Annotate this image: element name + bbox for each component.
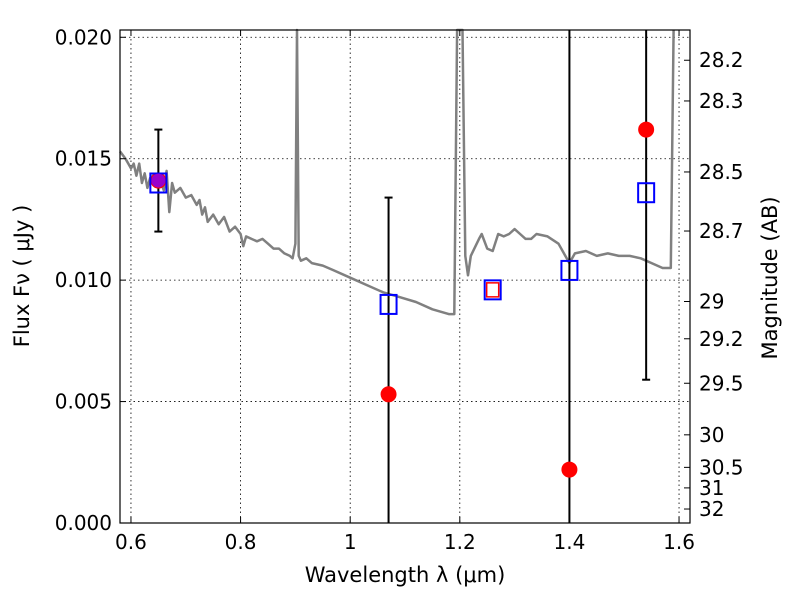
y-axis-label: Flux Fν ( μJy ) [10,205,34,348]
mag-tick-label: 29.5 [699,371,744,395]
x-tick-label: 1.2 [444,530,476,554]
data-point-square [483,279,502,301]
mag-tick-label: 28.2 [699,48,744,72]
mag-tick-label: 32 [699,497,724,521]
mag-tick-label: 29.2 [699,327,744,351]
x-tick-label: 1 [344,530,357,554]
x-tick-label: 0.6 [115,530,147,554]
model-spectrum [119,28,675,316]
plot-frame [119,29,691,524]
data-point-square [379,293,398,315]
data-point-overlap [151,173,166,188]
y-tick-label: 0.000 [55,511,112,535]
data-point-square-inner [485,282,500,298]
data-point-circle [380,386,397,403]
mag-tick-label: 28.5 [699,160,744,184]
data-point-square [560,259,579,281]
x-tick-label: 1.4 [554,530,586,554]
y-tick-label: 0.015 [55,147,112,171]
mag-tick-label: 30.5 [699,455,744,479]
mag-tick-label: 31 [699,476,724,500]
y-tick-label: 0.020 [55,25,112,49]
x-tick-label: 1.6 [663,530,695,554]
data-point-circle [561,461,578,478]
mag-tick-label: 28.7 [699,219,744,243]
y-axis-label-right: Magnitude (AB) [758,196,782,359]
x-axis-label: Wavelength λ (μm) [305,563,506,587]
data-markers [149,121,656,478]
spectrum-line [119,28,675,316]
y-tick-label: 0.010 [55,268,112,292]
data-point-circle [638,121,655,138]
axis-ticks: 0.6 0.8 1 1.2 1.4 1.6 0.000 0.005 0.010 0.015 0.02… [55,25,744,554]
data-point-square [637,182,656,204]
mag-tick-label: 28.3 [699,89,744,113]
mag-tick-label: 30 [699,423,724,447]
x-tick-label: 0.8 [225,530,257,554]
grid-lines [120,30,690,524]
data-point-square [149,172,168,194]
y-tick-label: 0.005 [55,390,112,414]
mag-tick-label: 29 [699,290,724,314]
error-bars [154,30,651,523]
